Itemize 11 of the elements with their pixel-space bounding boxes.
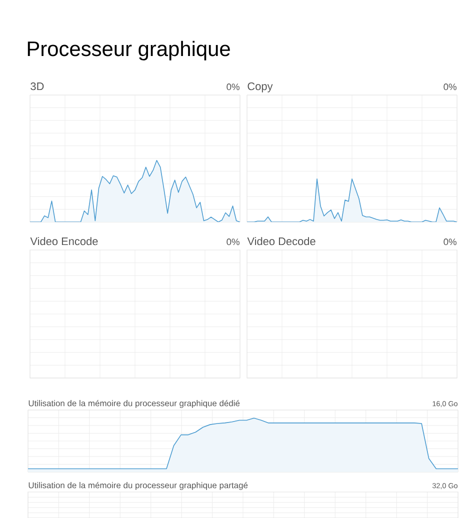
text: Video Encode bbox=[30, 237, 98, 246]
chart-title: 3D bbox=[30, 82, 44, 90]
text: 0% bbox=[226, 238, 240, 246]
text: 0% bbox=[444, 84, 456, 90]
text: Utilisation de la mémoire du processeur graphique partagé bbox=[28, 482, 248, 490]
text: 0% bbox=[226, 84, 240, 90]
chart-title: Copy bbox=[248, 82, 273, 92]
text: Processeur graphique bbox=[28, 40, 230, 60]
text: Video Decode bbox=[247, 237, 316, 246]
text: 0% bbox=[444, 238, 456, 246]
chart-title: Utilisation de la mémoire du processeur graphique dédié bbox=[28, 400, 240, 408]
